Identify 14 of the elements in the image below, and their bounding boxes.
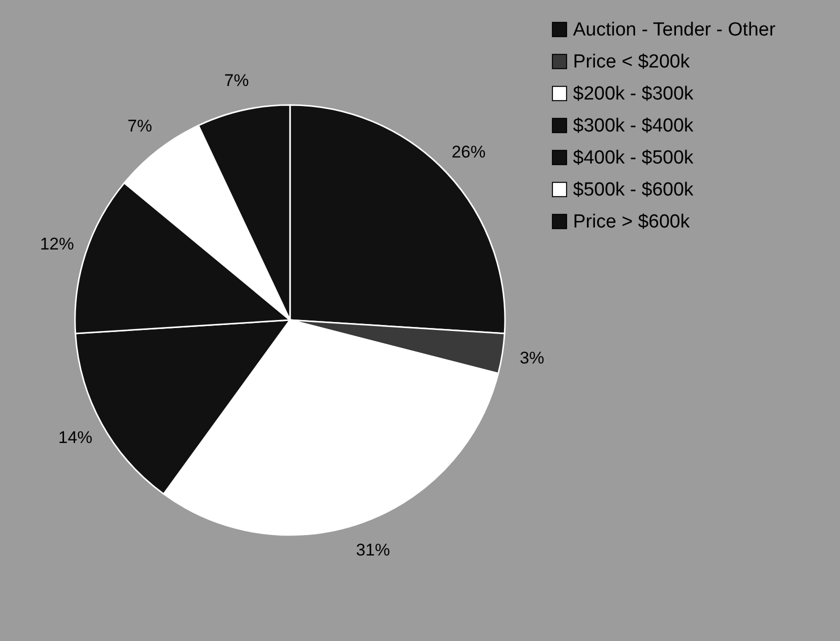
legend-label: $300k - $400k (573, 116, 694, 136)
data-label: 14% (58, 428, 92, 448)
legend-label: $500k - $600k (573, 180, 694, 200)
data-label: 12% (40, 234, 74, 254)
data-label: 7% (224, 70, 249, 90)
legend-label: Price < $200k (573, 52, 690, 72)
legend-label: Price > $600k (573, 212, 690, 232)
data-label: 31% (356, 540, 390, 560)
data-label: 7% (128, 116, 152, 136)
legend-label: Auction - Tender - Other (573, 20, 776, 40)
data-label: 26% (452, 142, 486, 162)
legend-label: $200k - $300k (573, 84, 694, 104)
data-label: 3% (520, 348, 544, 368)
legend-label: $400k - $500k (573, 148, 694, 168)
